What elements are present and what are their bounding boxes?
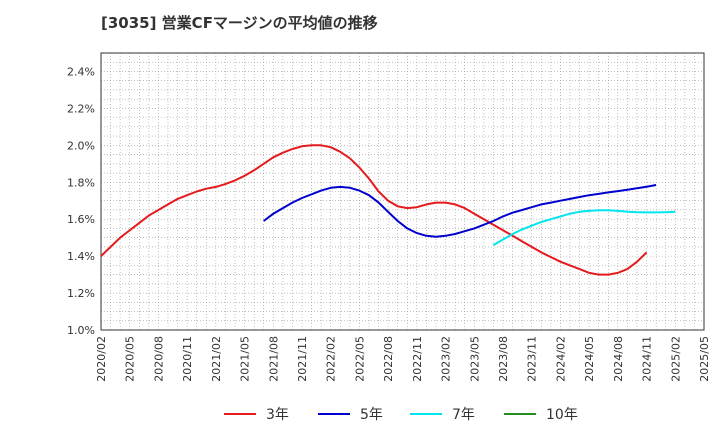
x-tick-label: 2022/02 (325, 336, 338, 382)
x-tick-label: 2021/05 (239, 336, 252, 382)
x-axis-ticks: 2020/02 2020/05 2020/08 2020/11 2021/02 2021/… (95, 336, 711, 382)
series-line-0 (100, 144, 648, 276)
legend-label-0: 3年 (266, 407, 289, 423)
x-tick-label: 2023/02 (440, 336, 453, 382)
legend-label-2: 7年 (452, 407, 475, 423)
x-tick-label: 2021/02 (210, 336, 223, 382)
x-tick-label: 2021/08 (267, 336, 280, 382)
x-tick-label: 2025/05 (698, 336, 711, 382)
x-tick-label: 2024/05 (583, 336, 596, 382)
series-line-2 (492, 209, 676, 246)
x-tick-label: 2020/02 (95, 336, 108, 382)
y-tick-label: 2.2% (67, 102, 95, 115)
x-tick-label: 2022/05 (353, 336, 366, 382)
legend-label-3: 10年 (546, 407, 578, 423)
y-tick-label: 1.8% (67, 176, 95, 189)
legend-label-1: 5年 (360, 407, 383, 423)
y-axis-ticks: 1.0% 1.2% 1.4% 1.6% 1.8% 2.0% 2.2% 2.4% (67, 65, 95, 337)
y-tick-label: 1.0% (67, 324, 95, 337)
chart-title: [3035] 営業CFマージンの平均値の推移 (101, 14, 378, 32)
plot-frame (100, 52, 705, 331)
series-line-1 (263, 184, 657, 238)
y-tick-label: 1.4% (67, 250, 95, 263)
x-tick-label: 2023/08 (497, 336, 510, 382)
x-tick-label: 2024/11 (641, 336, 654, 382)
x-tick-label: 2021/11 (296, 336, 309, 382)
x-tick-label: 2024/02 (554, 336, 567, 382)
x-tick-label: 2022/08 (382, 336, 395, 382)
x-tick-label: 2023/11 (526, 336, 539, 382)
y-tick-label: 1.6% (67, 213, 95, 226)
y-tick-label: 1.2% (67, 287, 95, 300)
y-tick-label: 2.0% (67, 139, 95, 152)
x-tick-label: 2020/05 (124, 336, 137, 382)
x-tick-label: 2025/02 (669, 336, 682, 382)
x-tick-label: 2023/05 (468, 336, 481, 382)
series-lines (100, 144, 676, 276)
x-tick-label: 2020/11 (181, 336, 194, 382)
x-tick-label: 2020/08 (152, 336, 165, 382)
y-tick-label: 2.4% (67, 65, 95, 78)
x-tick-label: 2024/08 (612, 336, 625, 382)
legend: 3年 5年 7年 10年 (224, 407, 578, 423)
x-tick-label: 2022/11 (411, 336, 424, 382)
